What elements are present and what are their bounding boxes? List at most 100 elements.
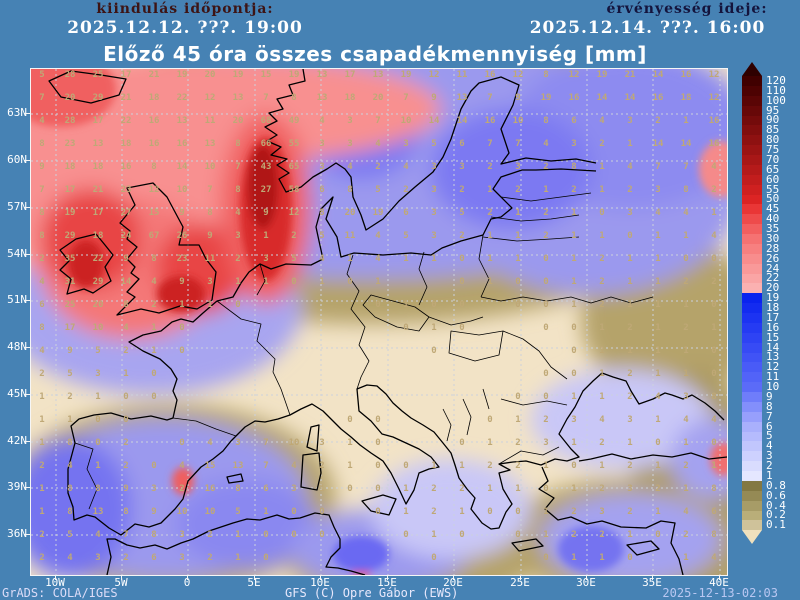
precip-value: 4 [291, 461, 297, 471]
precip-value: 17 [120, 70, 132, 80]
colorbar-swatch [742, 243, 762, 254]
lat-tick [24, 113, 30, 114]
precip-value: 23 [176, 254, 188, 264]
precip-value: 19 [176, 70, 188, 80]
precip-value: 0 [347, 484, 353, 494]
precip-value: 4 [179, 461, 185, 471]
colorbar-level: 24 [742, 263, 800, 274]
precip-value: 12 [288, 208, 300, 218]
precip-value: 28 [64, 70, 76, 80]
precip-value: 1 [487, 231, 493, 241]
precip-value: 24 [120, 231, 132, 241]
colorbar-swatch [742, 421, 762, 432]
precip-value: 8 [235, 484, 241, 494]
precip-value: 16 [680, 70, 692, 80]
precip-value: 0 [123, 415, 129, 425]
precip-value: 0 [515, 530, 521, 540]
precip-value: 7 [375, 116, 381, 126]
lat-tick [24, 487, 30, 488]
precip-value: 8 [67, 484, 73, 494]
precip-value: 0 [179, 323, 185, 333]
precip-value: 0 [459, 530, 465, 540]
precip-value: 9 [39, 162, 45, 172]
precip-value: 13 [92, 507, 104, 517]
precip-value: 4 [347, 162, 353, 172]
colorbar-level: 14 [742, 342, 800, 353]
lat-tick [24, 534, 30, 535]
colorbar-swatch [742, 322, 762, 333]
precip-value: 25 [64, 300, 76, 310]
precip-value: 17 [64, 323, 76, 333]
precip-value: 3 [95, 369, 101, 379]
precip-value: 2 [683, 277, 689, 287]
precip-value: 3 [571, 415, 577, 425]
precip-value: 6 [39, 300, 45, 310]
precip-value: 6 [459, 139, 465, 149]
precip-value: 1 [263, 507, 269, 517]
precip-value: 16 [708, 116, 720, 126]
lon-label: 5W [114, 576, 128, 589]
precip-value: 20 [344, 208, 356, 218]
lon-label: 0 [183, 576, 191, 589]
precip-value: 0 [431, 346, 437, 356]
precip-value: 4 [67, 461, 73, 471]
precip-value: 4 [123, 323, 129, 333]
precip-value: 8 [291, 93, 297, 103]
precip-value: 0 [375, 484, 381, 494]
precip-value: 1 [571, 208, 577, 218]
colorbar-label: 0.1 [766, 518, 786, 532]
precip-value: 5 [403, 231, 409, 241]
precip-value: 1 [711, 323, 717, 333]
precip-value: 3 [347, 116, 353, 126]
colorbar-swatch [742, 441, 762, 452]
lat-tick [24, 300, 30, 301]
precip-value: 1 [487, 277, 493, 287]
precip-value: 8 [711, 484, 717, 494]
precip-value: 9 [123, 484, 129, 494]
precip-value: 8 [319, 208, 325, 218]
precip-value: 21 [624, 70, 636, 80]
precip-value: 3 [627, 484, 633, 494]
precip-value: 66 [260, 139, 272, 149]
precip-value: 29 [92, 277, 104, 287]
precip-value: 2 [123, 461, 129, 471]
colorbar-swatch [742, 283, 762, 294]
precip-value: 55 [288, 139, 300, 149]
colorbar-level: 10 [742, 381, 800, 392]
precip-value: 23 [64, 139, 76, 149]
precip-value: 2 [599, 438, 605, 448]
precip-value: 0 [263, 553, 269, 563]
precip-value: 1 [179, 300, 185, 310]
precip-value: 19 [400, 70, 412, 80]
colorbar-level: 40 [742, 213, 800, 224]
precip-value: 3 [403, 139, 409, 149]
precip-value: 2 [39, 530, 45, 540]
colorbar-label: 0.4 [766, 498, 786, 512]
precip-value: 1 [515, 231, 521, 241]
precip-value: 1 [543, 461, 549, 471]
precip-value: 18 [64, 162, 76, 172]
precip-value: 2 [599, 484, 605, 494]
colorbar-level: 4 [742, 439, 800, 453]
precip-value: 1 [39, 507, 45, 517]
precip-value: 2 [459, 484, 465, 494]
colorbar-level: 95 [742, 105, 800, 116]
precip-value: 49 [288, 116, 300, 126]
precipitation-field [31, 69, 727, 575]
colorbar-level: 50 [742, 193, 800, 204]
precip-value: 0 [571, 461, 577, 471]
colorbar-level: 28 [742, 243, 800, 254]
precip-value: 1 [459, 461, 465, 471]
lat-label: 45N [7, 387, 27, 400]
precip-value: 2 [207, 553, 213, 563]
colorbar-swatch [742, 76, 762, 86]
colorbar-label: 45 [766, 202, 780, 216]
precip-value: 0 [179, 346, 185, 356]
lat-label: 36N [7, 527, 27, 540]
precip-value: 1 [235, 530, 241, 540]
colorbar-label: 4 [766, 439, 773, 453]
precip-value: 0 [571, 369, 577, 379]
colorbar-label: 0.8 [766, 478, 786, 492]
precip-value: 2 [515, 461, 521, 471]
